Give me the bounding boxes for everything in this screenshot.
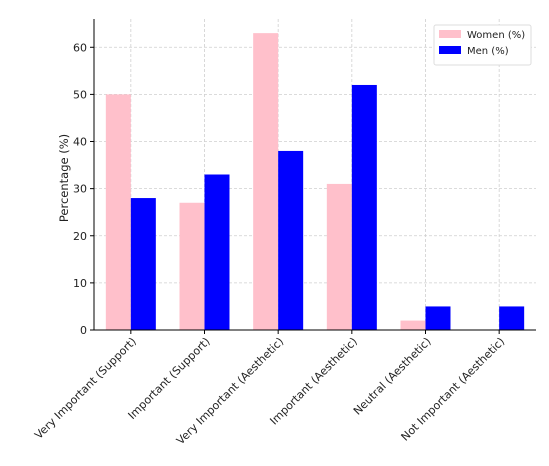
bar <box>351 84 377 330</box>
x-tick-label: Important (Support) <box>126 335 213 422</box>
y-axis-title: Percentage (%) <box>57 134 71 222</box>
bar <box>425 306 451 330</box>
bar <box>326 183 352 330</box>
bar <box>105 94 131 330</box>
axes <box>93 19 536 331</box>
legend: Women (%) Men (%) <box>433 24 532 66</box>
y-tick-label: 0 <box>80 324 87 337</box>
bar <box>499 306 525 330</box>
bar <box>204 174 230 330</box>
y-tick-label: 30 <box>73 183 87 196</box>
y-tick-label: 20 <box>73 230 87 243</box>
bar <box>130 198 156 330</box>
bars <box>105 33 525 331</box>
y-tick-label: 60 <box>73 41 87 54</box>
bar <box>400 320 426 330</box>
y-tick-label: 50 <box>73 88 87 101</box>
bar <box>253 33 279 331</box>
legend-label: Women (%) <box>467 30 525 41</box>
y-tick-label: 40 <box>73 136 87 149</box>
bar <box>179 202 205 330</box>
grid-lines <box>94 19 536 331</box>
bar <box>278 150 304 330</box>
legend-swatch <box>439 30 461 38</box>
legend-label: Men (%) <box>467 46 509 57</box>
x-axis-ticks: Very Important (Support)Important (Suppo… <box>32 330 507 447</box>
x-tick-label: Neutral (Aesthetic) <box>351 335 434 418</box>
y-tick-label: 10 <box>73 277 87 290</box>
y-axis-ticks: 0 10 20 30 40 50 60 <box>73 41 94 337</box>
x-tick-label: Very Important (Support) <box>32 335 139 442</box>
legend-swatch <box>439 46 461 54</box>
